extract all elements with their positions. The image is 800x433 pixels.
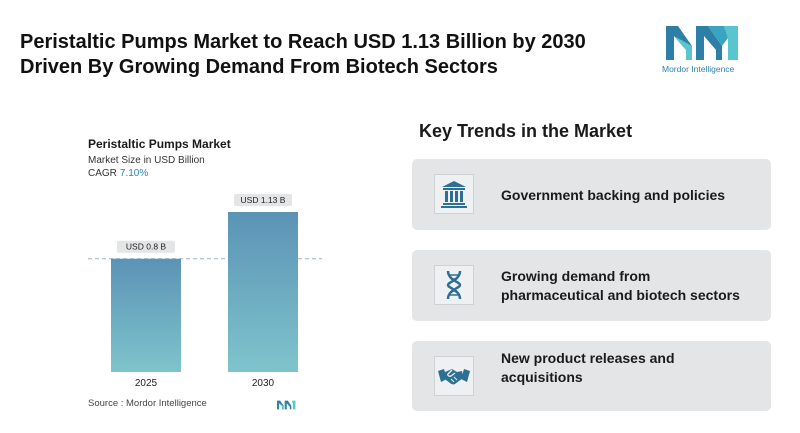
cagr-label: CAGR [88,168,117,179]
trend-card-products: New product releases and acquisitions [412,341,771,411]
trend-card-demand: Growing demand from pharmaceutical and b… [412,250,771,321]
trend-line: Growing demand from [501,268,651,284]
category-label: 2030 [252,378,275,389]
data-label-bg [117,240,175,253]
mini-logo-icon [276,397,298,415]
dna-icon [434,265,474,305]
handshake-icon [434,356,474,396]
trend-line: New product releases and [501,350,675,366]
mordor-intelligence-logo-icon [666,26,738,60]
bar-2030 [228,212,298,372]
government-building-icon [434,174,474,214]
headline-line-1: Peristaltic Pumps Market to Reach USD 1.… [20,31,586,53]
trend-label-demand: Growing demand from pharmaceutical and b… [501,267,740,305]
chart-cagr: CAGR 7.10% [88,168,148,179]
trends-title: Key Trends in the Market [419,121,633,141]
mordor-intelligence-logo: Mordor Intelligence [662,24,748,79]
trend-card-government: Government backing and policies [412,159,771,230]
data-label: USD 0.8 B [126,242,166,252]
trend-line: pharmaceutical and biotech sectors [501,287,740,303]
logo-text: Mordor Intelligence [662,64,735,74]
trend-line: acquisitions [501,369,583,385]
chart-subtitle: Market Size in USD Billion [88,155,205,166]
chart-title: Peristaltic Pumps Market [88,137,231,151]
chart-source: Source : Mordor Intelligence [88,398,207,409]
data-label-bg [234,194,292,206]
headline: Peristaltic Pumps Market to Reach USD 1.… [20,30,620,80]
headline-line-2: Driven By Growing Demand From Biotech Se… [20,56,498,78]
trend-line: Government backing and policies [501,187,726,203]
cagr-value: 7.10% [119,168,149,179]
data-label: USD 1.13 B [241,195,286,205]
bar-2025 [111,258,181,372]
trend-label-products: New product releases and acquisitions [501,349,675,387]
trend-label-government: Government backing and policies [501,186,725,205]
category-label: 2025 [135,378,158,389]
